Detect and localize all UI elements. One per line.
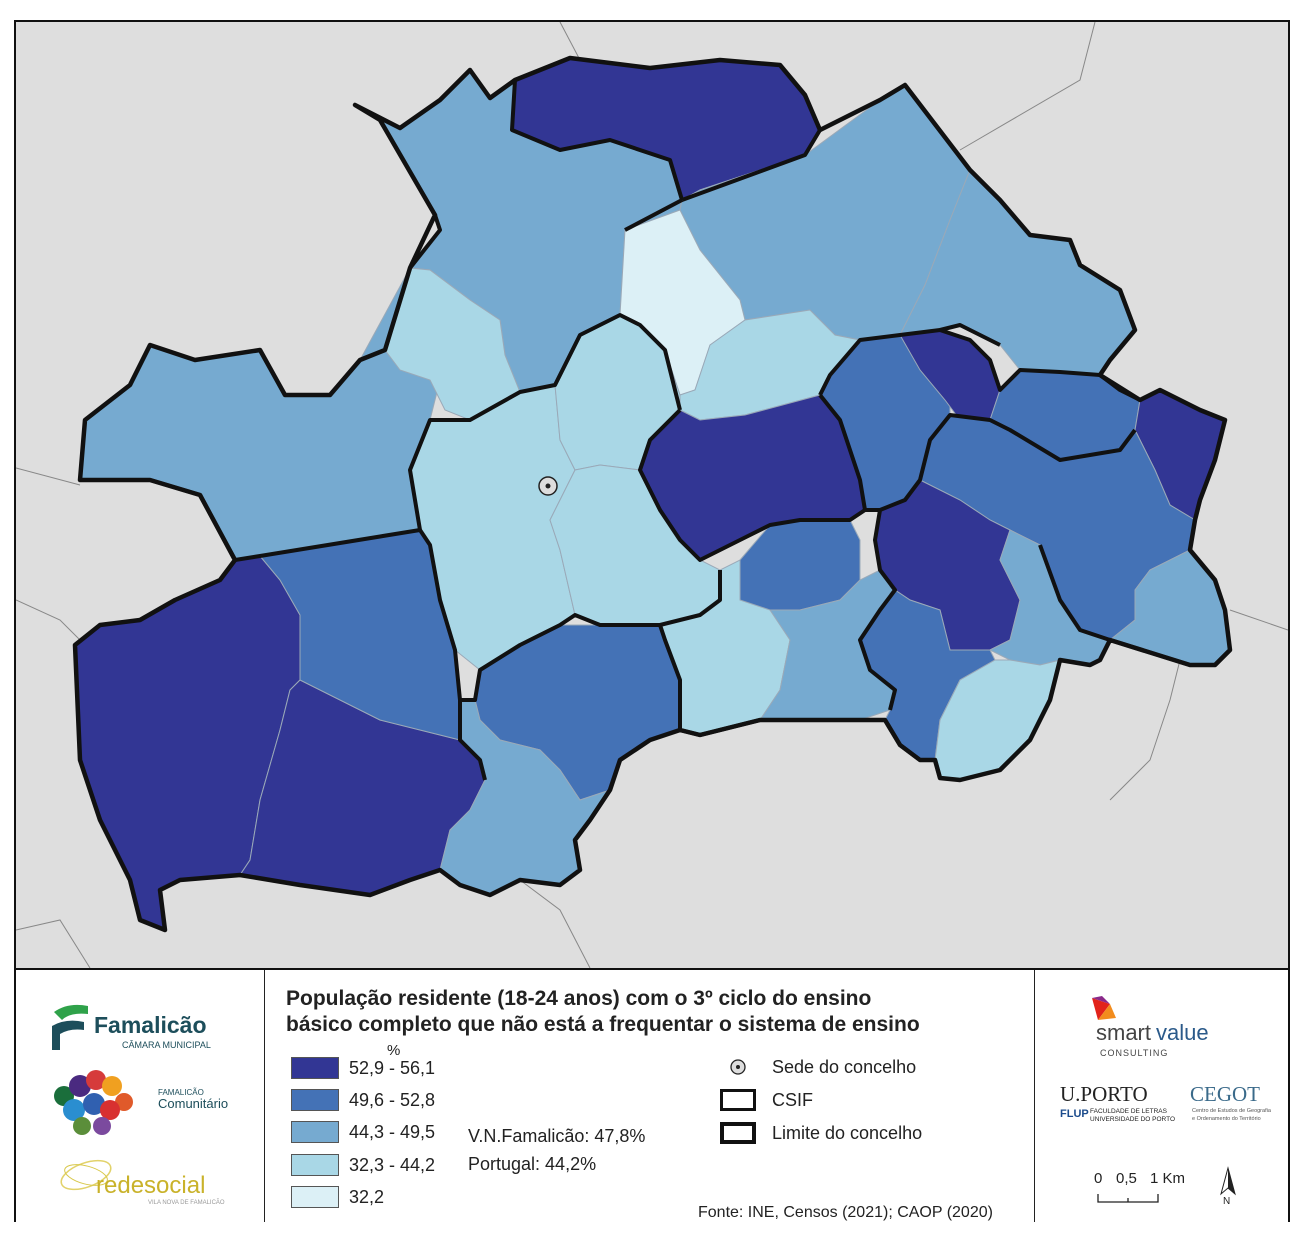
neighbour-boundaries	[16, 22, 1288, 968]
csif-label: CSIF	[772, 1089, 814, 1110]
legend-label: 32,2	[349, 1186, 385, 1207]
smart-text: smart	[1096, 1020, 1151, 1045]
famalicao-name: Famalicão	[94, 1012, 207, 1038]
redesocial-logo: redesocial VILA NOVA DE FAMALICÃO	[52, 1150, 252, 1210]
legend-item-1: 52,9 - 56,1	[291, 1056, 435, 1080]
seat-symbol-icon	[720, 1056, 756, 1078]
stat-municipality: V.N.Famalicão: 47,8%	[468, 1126, 646, 1146]
legend-label: 49,6 - 52,8	[349, 1089, 436, 1110]
flup-text: FLUP	[1060, 1108, 1089, 1120]
choropleth-map	[16, 22, 1288, 968]
flup-line2: UNIVERSIDADE DO PORTO	[1090, 1116, 1175, 1123]
legend-swatch	[291, 1089, 339, 1111]
cegot-logo: CEGOT Centro de Estudos de Geografia e O…	[1190, 1082, 1282, 1132]
legend-item-2: 49,6 - 52,8	[291, 1088, 435, 1112]
famalicao-logo: Famalicão CÂMARA MUNICIPAL	[48, 1002, 258, 1052]
cegot-line1: Centro de Estudos de Geografia	[1192, 1108, 1271, 1114]
legend-item-5: 32,2	[291, 1185, 384, 1209]
legend-swatch	[291, 1154, 339, 1176]
legend-item-3: 44,3 - 49,5	[291, 1120, 435, 1144]
value-text: value	[1156, 1020, 1209, 1045]
famalicao-sub: CÂMARA MUNICIPAL	[122, 1040, 211, 1050]
cegot-line2: e Ordenamento do Território	[1192, 1116, 1261, 1122]
uporto-text: U.PORTO	[1060, 1082, 1148, 1106]
comunitario-line2: Comunitário	[158, 1096, 229, 1111]
smartvalue-logo: smart value CONSULTING	[1090, 994, 1280, 1058]
north-arrow-icon	[1220, 1166, 1236, 1196]
map-title-line1: População residente (18-24 anos) com o 3…	[286, 987, 872, 1010]
symbol-csif: CSIF	[720, 1087, 813, 1113]
legend-swatch	[291, 1057, 339, 1079]
divider-right	[1034, 970, 1035, 1222]
scale-tick-1: 0,5	[1116, 1170, 1137, 1187]
symbol-boundary: Limite do concelho	[720, 1120, 922, 1146]
consulting-text: CONSULTING	[1100, 1048, 1169, 1058]
famalicao-comunitario-logo: FAMALICÃO Comunitário	[52, 1066, 252, 1138]
legend-label: 44,3 - 49,5	[349, 1121, 436, 1142]
seat-label: Sede do concelho	[772, 1056, 917, 1077]
cegot-text: CEGOT	[1190, 1082, 1260, 1106]
scale-bar: 0 0,5 1 Km	[1094, 1170, 1204, 1210]
scale-tick-0: 0	[1094, 1170, 1103, 1187]
symbol-seat: Sede do concelho	[720, 1054, 916, 1080]
scale-tick-2: 1 Km	[1150, 1170, 1186, 1187]
north-arrow: N	[1216, 1166, 1240, 1210]
boundary-label: Limite do concelho	[772, 1122, 923, 1143]
municipality-boundary	[72, 55, 1233, 933]
flup-line1: FACULDADE DE LETRAS	[1090, 1108, 1167, 1115]
smartvalue-triangle-icon	[1092, 996, 1116, 1020]
legend-swatch	[291, 1186, 339, 1208]
map-title-line2: básico completo que não está a frequenta…	[286, 1013, 920, 1036]
legend-label: 52,9 - 56,1	[349, 1057, 436, 1078]
comunitario-map-icon	[54, 1070, 133, 1135]
legend-item-4: 32,3 - 44,2	[291, 1153, 435, 1177]
map-title: População residente (18-24 anos) com o 3…	[286, 986, 1026, 1038]
municipality-seat-marker	[538, 476, 558, 496]
north-label: N	[1223, 1196, 1231, 1207]
legend-label: 32,3 - 44,2	[349, 1154, 436, 1175]
redesocial-name: redesocial	[96, 1172, 206, 1199]
boundary-symbol	[720, 1122, 756, 1144]
parish-west-inner	[384, 267, 521, 421]
legend-panel: Famalicão CÂMARA MUNICIPAL FAMALICÃO Com…	[16, 968, 1288, 1222]
redesocial-sub: VILA NOVA DE FAMALICÃO	[148, 1200, 225, 1206]
uporto-logo: U.PORTO FLUP FACULDADE DE LETRAS UNIVERS…	[1060, 1082, 1188, 1132]
csif-symbol	[720, 1089, 756, 1111]
stat-country: Portugal: 44,2%	[468, 1154, 597, 1174]
redesocial-swirl-icon	[60, 1159, 112, 1191]
legend-swatch	[291, 1121, 339, 1143]
famalicao-emblem-icon	[52, 1004, 88, 1050]
divider-left	[264, 970, 265, 1222]
comunitario-line1: FAMALICÃO	[158, 1088, 204, 1097]
source-note: Fonte: INE, Censos (2021); CAOP (2020)	[698, 1204, 993, 1221]
legend-unit: %	[387, 1042, 401, 1059]
